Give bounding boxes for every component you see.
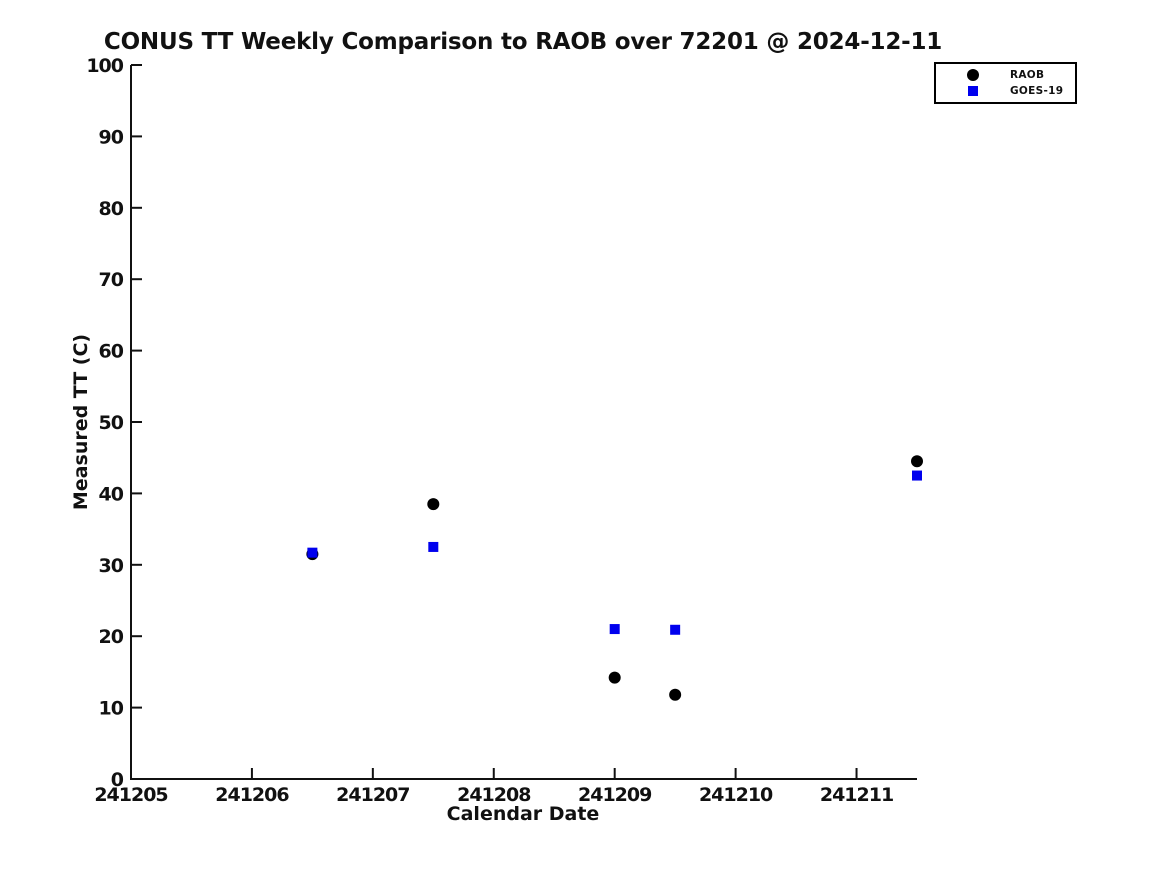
y-tick-label: 20 bbox=[99, 626, 124, 648]
data-point-goes-19 bbox=[307, 547, 318, 558]
y-tick-label: 70 bbox=[99, 269, 124, 291]
y-tick-label: 0 bbox=[111, 769, 124, 791]
data-point-goes-19 bbox=[670, 624, 681, 635]
y-tick-label: 60 bbox=[99, 341, 124, 363]
x-tick-label: 241208 bbox=[457, 784, 531, 806]
y-tick-label: 50 bbox=[99, 412, 124, 434]
goes-19-marker-icon bbox=[936, 86, 1010, 96]
x-tick-label: 241206 bbox=[215, 784, 289, 806]
legend: RAOB GOES-19 bbox=[934, 62, 1077, 104]
raob-marker-icon bbox=[936, 69, 1010, 81]
y-tick-label: 30 bbox=[99, 555, 124, 577]
y-tick-label: 40 bbox=[99, 483, 124, 505]
chart-title: CONUS TT Weekly Comparison to RAOB over … bbox=[103, 29, 943, 55]
data-point-raob bbox=[669, 688, 682, 701]
legend-label-goes-19: GOES-19 bbox=[1010, 85, 1064, 97]
data-point-raob bbox=[911, 455, 923, 468]
x-tick-label: 241211 bbox=[820, 784, 893, 806]
x-tick-label: 241205 bbox=[94, 784, 167, 806]
x-tick-label: 241207 bbox=[336, 784, 409, 806]
data-point-raob bbox=[608, 671, 621, 684]
y-tick-label: 100 bbox=[86, 55, 123, 77]
x-tick-label: 241210 bbox=[699, 784, 773, 806]
legend-item-goes-19: GOES-19 bbox=[936, 84, 1075, 98]
legend-label-raob: RAOB bbox=[1010, 69, 1045, 81]
y-tick-label: 10 bbox=[99, 698, 124, 720]
data-point-raob bbox=[427, 498, 440, 511]
x-axis-label: Calendar Date bbox=[446, 803, 600, 825]
legend-item-raob: RAOB bbox=[936, 68, 1075, 82]
y-tick-label: 90 bbox=[99, 126, 124, 148]
y-tick-label: 80 bbox=[99, 198, 124, 220]
x-tick-label: 241209 bbox=[578, 784, 651, 806]
data-point-goes-19 bbox=[912, 470, 922, 481]
data-point-goes-19 bbox=[609, 624, 620, 635]
data-point-goes-19 bbox=[428, 541, 439, 552]
